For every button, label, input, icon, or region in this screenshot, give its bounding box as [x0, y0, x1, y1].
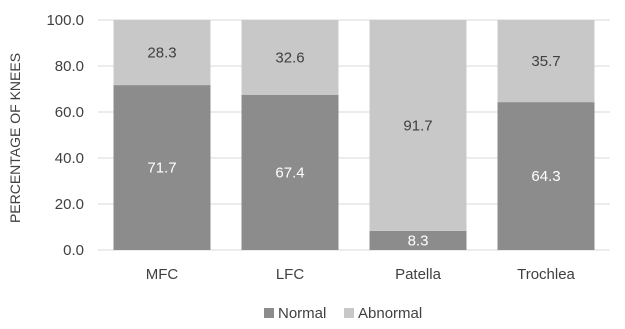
data-label: 28.3	[147, 45, 176, 62]
y-axis-title: PERCENTAGE OF KNEES	[7, 53, 23, 223]
x-category-label: Trochlea	[517, 266, 575, 283]
bar-abnormal-patella	[369, 20, 467, 231]
bar-abnormal-mfc	[113, 20, 211, 86]
legend: Normal Abnormal	[264, 305, 422, 322]
x-category-label: LFC	[276, 266, 305, 283]
bar-normal-trochlea	[497, 102, 595, 250]
bars: 71.7 28.3 67.4 32.6 8.3 91.7 64.3 35.7	[113, 20, 595, 250]
data-label: 35.7	[531, 53, 560, 70]
y-tick-label: 20.0	[55, 196, 84, 213]
bar-normal-lfc	[241, 94, 339, 250]
y-tick-label: 100.0	[46, 12, 84, 29]
y-tick-label: 80.0	[55, 58, 84, 75]
data-label: 32.6	[275, 49, 304, 66]
data-label: 64.3	[531, 168, 560, 185]
legend-swatch-normal	[264, 308, 274, 318]
data-label: 91.7	[403, 117, 432, 134]
bar-abnormal-trochlea	[497, 20, 595, 103]
x-axis-categories: MFC LFC Patella Trochlea	[146, 266, 576, 283]
data-label: 67.4	[275, 164, 304, 181]
data-label: 8.3	[408, 232, 429, 249]
data-label: 71.7	[147, 160, 176, 177]
legend-label-normal: Normal	[278, 305, 326, 322]
legend-swatch-abnormal	[344, 308, 354, 318]
legend-label-abnormal: Abnormal	[358, 305, 422, 322]
y-tick-label: 0.0	[63, 242, 84, 259]
bar-abnormal-lfc	[241, 20, 339, 95]
bar-normal-patella	[369, 230, 467, 250]
bar-normal-mfc	[113, 85, 211, 250]
y-tick-label: 40.0	[55, 150, 84, 167]
y-tick-label: 60.0	[55, 104, 84, 121]
y-axis-ticks: 0.0 20.0 40.0 60.0 80.0 100.0	[46, 12, 84, 259]
x-category-label: Patella	[395, 266, 442, 283]
x-category-label: MFC	[146, 266, 179, 283]
